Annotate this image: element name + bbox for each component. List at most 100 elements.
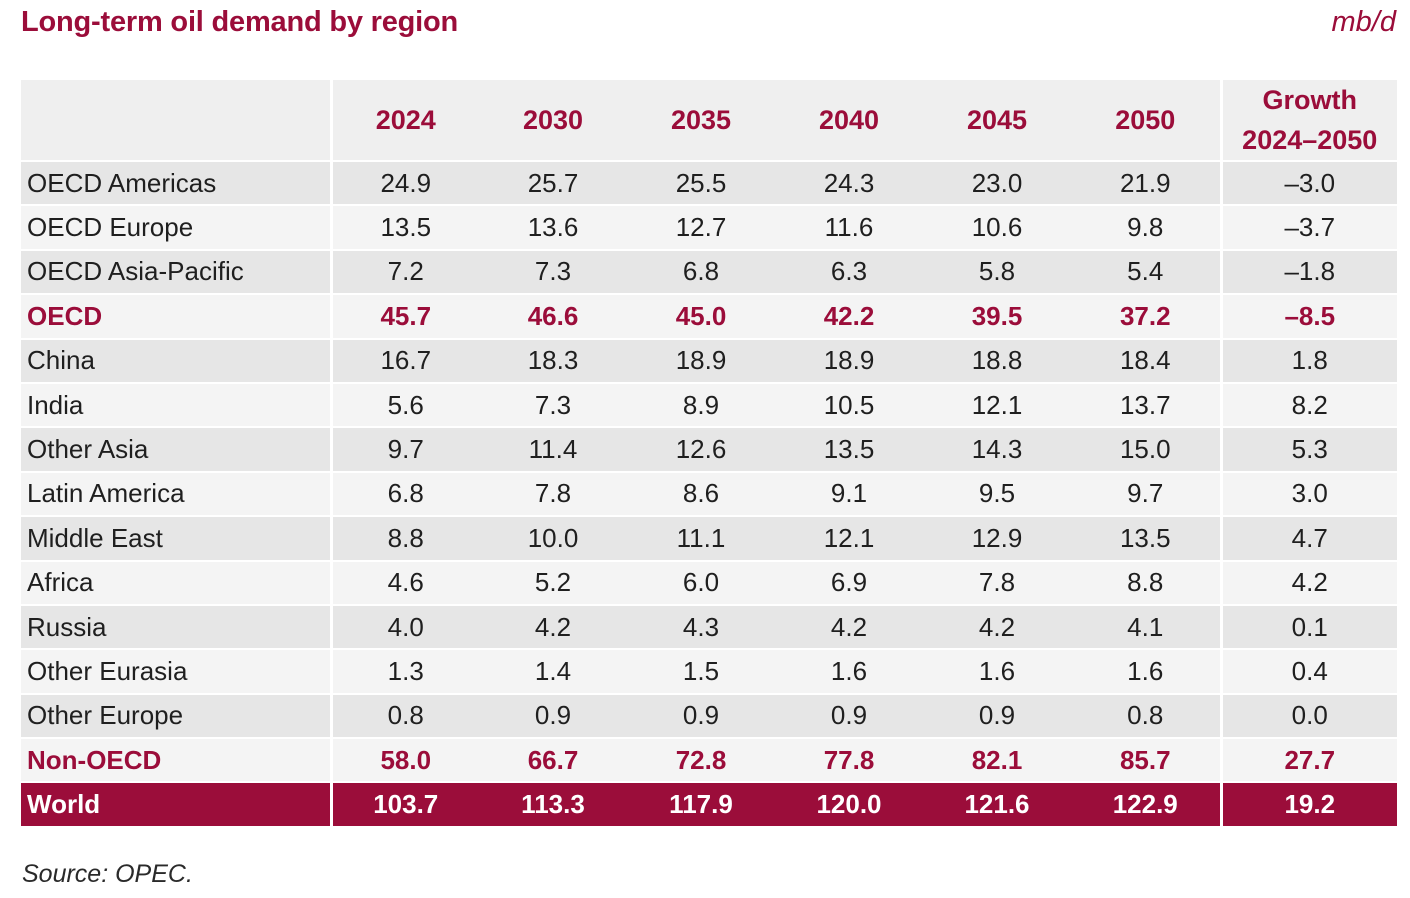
growth-cell: –1.8 — [1221, 249, 1397, 296]
value-cell: 45.0 — [627, 294, 775, 340]
table-row: Other Europe 0.8 0.9 0.9 0.9 0.9 0.8 0.0 — [21, 693, 1397, 740]
unit-label: mb/d — [1331, 6, 1396, 38]
value-cell: 21.9 — [1071, 161, 1223, 207]
growth-cell: 19.2 — [1221, 782, 1397, 828]
region-cell: Middle East — [21, 516, 333, 562]
growth-cell: 0.1 — [1221, 604, 1397, 651]
header-year: 2035 — [627, 80, 775, 162]
growth-cell: 1.8 — [1221, 338, 1397, 384]
region-cell: Latin America — [21, 471, 333, 518]
value-cell: 18.4 — [1071, 338, 1223, 384]
value-cell: 37.2 — [1071, 294, 1223, 340]
value-cell: 77.8 — [775, 738, 923, 784]
value-cell: 72.8 — [627, 738, 775, 784]
value-cell: 120.0 — [775, 782, 923, 828]
value-cell: 23.0 — [923, 161, 1071, 207]
region-cell: Other Eurasia — [21, 649, 333, 695]
table-body: OECD Americas 24.9 25.7 25.5 24.3 23.0 21.9 –3.… — [21, 161, 1397, 828]
value-cell: 58.0 — [331, 738, 479, 784]
value-cell: 8.8 — [1071, 560, 1223, 606]
header-year: 2024 — [331, 80, 479, 162]
value-cell: 25.7 — [479, 161, 627, 207]
value-cell: 7.3 — [479, 249, 627, 296]
value-cell: 113.3 — [479, 782, 627, 828]
value-cell: 11.1 — [627, 516, 775, 562]
value-cell: 6.8 — [627, 249, 775, 296]
value-cell: 13.5 — [775, 427, 923, 473]
value-cell: 16.7 — [331, 338, 479, 384]
header-year: 2040 — [775, 80, 923, 162]
value-cell: 4.3 — [627, 604, 775, 651]
value-cell: 9.7 — [331, 427, 479, 473]
region-cell: Non-OECD — [21, 738, 333, 784]
region-cell: Russia — [21, 604, 333, 651]
value-cell: 18.9 — [775, 338, 923, 384]
value-cell: 82.1 — [923, 738, 1071, 784]
value-cell: 11.4 — [479, 427, 627, 473]
value-cell: 13.7 — [1071, 382, 1223, 429]
header-row: 2024 2030 2035 2040 2045 2050 Growth 202… — [21, 80, 1397, 162]
growth-cell: 3.0 — [1221, 471, 1397, 518]
value-cell: 1.6 — [1071, 649, 1223, 695]
value-cell: 1.6 — [923, 649, 1071, 695]
value-cell: 0.9 — [627, 693, 775, 740]
value-cell: 0.9 — [923, 693, 1071, 740]
value-cell: 7.8 — [923, 560, 1071, 606]
table-row: Non-OECD 58.0 66.7 72.8 77.8 82.1 85.7 27.7 — [21, 738, 1397, 784]
header-year: 2050 — [1071, 80, 1223, 162]
value-cell: 12.9 — [923, 516, 1071, 562]
region-cell: OECD Americas — [21, 161, 333, 207]
table-row: Other Eurasia 1.3 1.4 1.5 1.6 1.6 1.6 0.4 — [21, 649, 1397, 695]
value-cell: 1.3 — [331, 649, 479, 695]
growth-cell: –8.5 — [1221, 294, 1397, 340]
header-growth: Growth 2024–2050 — [1221, 80, 1397, 162]
value-cell: 10.0 — [479, 516, 627, 562]
value-cell: 42.2 — [775, 294, 923, 340]
value-cell: 0.8 — [1071, 693, 1223, 740]
value-cell: 0.9 — [775, 693, 923, 740]
growth-cell: 27.7 — [1221, 738, 1397, 784]
table-row: OECD 45.7 46.6 45.0 42.2 39.5 37.2 –8.5 — [21, 294, 1397, 340]
value-cell: 8.9 — [627, 382, 775, 429]
table-row: Latin America 6.8 7.8 8.6 9.1 9.5 9.7 3.0 — [21, 471, 1397, 518]
value-cell: 13.5 — [1071, 516, 1223, 562]
region-cell: India — [21, 382, 333, 429]
value-cell: 12.1 — [923, 382, 1071, 429]
value-cell: 8.8 — [331, 516, 479, 562]
table-row: Other Asia 9.7 11.4 12.6 13.5 14.3 15.0 5.3 — [21, 427, 1397, 473]
growth-cell: –3.7 — [1221, 205, 1397, 251]
region-cell: Other Asia — [21, 427, 333, 473]
growth-cell: 0.0 — [1221, 693, 1397, 740]
value-cell: 4.1 — [1071, 604, 1223, 651]
region-cell: Africa — [21, 560, 333, 606]
table-row: Africa 4.6 5.2 6.0 6.9 7.8 8.8 4.2 — [21, 560, 1397, 606]
region-cell: China — [21, 338, 333, 384]
value-cell: 9.7 — [1071, 471, 1223, 518]
region-cell: OECD Europe — [21, 205, 333, 251]
growth-cell: –3.0 — [1221, 161, 1397, 207]
header-growth-line2: 2024–2050 — [1242, 125, 1378, 155]
header-year: 2030 — [479, 80, 627, 162]
value-cell: 5.4 — [1071, 249, 1223, 296]
growth-cell: 4.2 — [1221, 560, 1397, 606]
value-cell: 117.9 — [627, 782, 775, 828]
value-cell: 0.9 — [479, 693, 627, 740]
value-cell: 45.7 — [331, 294, 479, 340]
value-cell: 103.7 — [331, 782, 479, 828]
value-cell: 121.6 — [923, 782, 1071, 828]
table-row: OECD Asia-Pacific 7.2 7.3 6.8 6.3 5.8 5.4 –1.8 — [21, 249, 1397, 296]
value-cell: 12.1 — [775, 516, 923, 562]
total-row: World 103.7 113.3 117.9 120.0 121.6 122.9 19.2 — [21, 782, 1397, 828]
value-cell: 4.0 — [331, 604, 479, 651]
value-cell: 1.4 — [479, 649, 627, 695]
table-row: Russia 4.0 4.2 4.3 4.2 4.2 4.1 0.1 — [21, 604, 1397, 651]
value-cell: 24.9 — [331, 161, 479, 207]
table-row: India 5.6 7.3 8.9 10.5 12.1 13.7 8.2 — [21, 382, 1397, 429]
growth-cell: 0.4 — [1221, 649, 1397, 695]
region-cell: World — [21, 782, 333, 828]
oil-demand-table: 2024 2030 2035 2040 2045 2050 Growth 202… — [21, 80, 1397, 828]
value-cell: 7.8 — [479, 471, 627, 518]
value-cell: 18.9 — [627, 338, 775, 384]
value-cell: 14.3 — [923, 427, 1071, 473]
source-note: Source: OPEC. — [22, 860, 193, 888]
